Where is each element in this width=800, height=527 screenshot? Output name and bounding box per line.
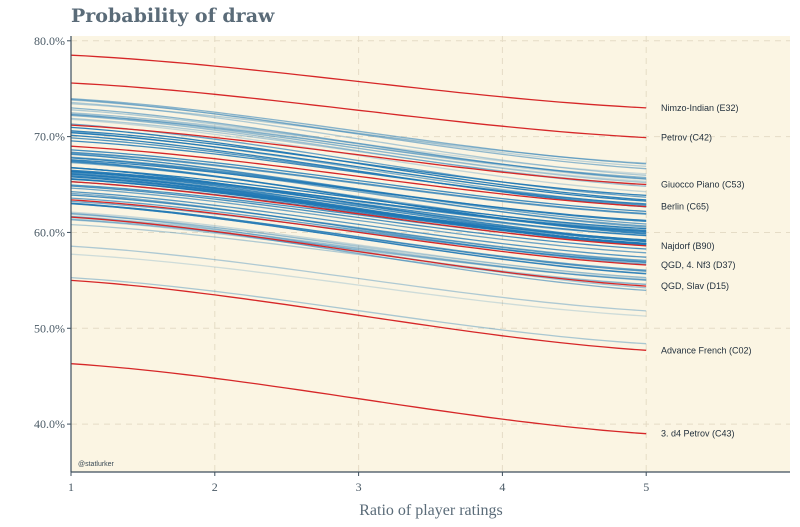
background-series-line — [70, 212, 647, 289]
chart-title: Probability of draw — [71, 5, 275, 27]
highlight-series-line — [70, 124, 647, 186]
series-label: Berlin (C65) — [661, 202, 709, 212]
highlight-series-line — [70, 145, 647, 208]
background-series-line — [70, 113, 647, 184]
background-series-line — [70, 215, 647, 281]
x-tick-label: 1 — [68, 480, 74, 494]
background-series-line — [70, 203, 647, 275]
background-series-line — [70, 167, 647, 230]
series-labels-group: Nimzo-Indian (E32) Petrov (C42) Giuocco Pi… — [661, 103, 752, 439]
series-label: QGD, Slav (D15) — [661, 281, 729, 291]
y-tick-label: 40.0% — [34, 417, 65, 431]
background-series-line — [70, 192, 647, 265]
background-series-line — [70, 166, 647, 242]
series-label: 3. d4 Petrov (C43) — [661, 429, 735, 439]
x-tick-label: 5 — [643, 480, 649, 494]
background-series-line — [70, 130, 647, 197]
background-series-line — [70, 197, 647, 264]
background-series-line — [70, 276, 647, 345]
series-label: Nimzo-Indian (E32) — [661, 103, 739, 113]
highlight-series-line — [70, 181, 647, 247]
series-label: Advance French (C02) — [661, 345, 752, 355]
x-axis-label: Ratio of player ratings — [359, 502, 503, 519]
y-tick-label: 60.0% — [34, 225, 65, 239]
series-label: Najdorf (B90) — [661, 241, 715, 251]
background-series-line — [70, 161, 647, 231]
background-series-line — [70, 137, 647, 207]
background-series-line — [70, 114, 647, 183]
series-label: Giuocco Piano (C53) — [661, 180, 745, 190]
background-series-line — [70, 156, 647, 223]
highlight-series-line — [70, 216, 647, 287]
background-series-line — [70, 123, 647, 198]
background-series-line — [70, 152, 647, 215]
highlight-series-line — [70, 54, 647, 109]
highlight-series-line — [70, 82, 647, 139]
background-series-line — [70, 253, 647, 317]
y-axis-ticks: 40.0% 50.0% 60.0% 70.0% 80.0% — [34, 34, 71, 431]
background-series-line — [70, 190, 647, 258]
plot-area — [71, 36, 790, 472]
x-tick-label: 4 — [499, 480, 505, 494]
x-tick-label: 3 — [356, 480, 362, 494]
highlight-series-line — [70, 279, 647, 351]
y-tick-label: 70.0% — [34, 130, 65, 144]
background-series-line — [70, 157, 647, 227]
background-series-line — [70, 170, 647, 243]
background-series-line — [70, 117, 647, 186]
background-series-line — [70, 149, 647, 213]
background-series-line — [70, 98, 647, 165]
background-series-line — [70, 194, 647, 262]
background-series-line — [70, 187, 647, 254]
background-series-line — [70, 99, 647, 167]
x-axis-ticks: 1 2 3 4 5 — [68, 472, 649, 494]
highlight-series-line — [70, 363, 647, 435]
credit-text: @statlurker — [78, 461, 115, 468]
background-series-line — [70, 213, 647, 279]
highlight-series-line — [70, 199, 647, 266]
background-series-line — [70, 178, 647, 245]
highlighted-series-group — [70, 54, 647, 435]
background-series-line — [70, 212, 647, 282]
background-series-line — [70, 174, 647, 237]
background-series-line — [70, 202, 647, 271]
background-series-line — [70, 245, 647, 312]
background-series-line — [70, 151, 647, 215]
background-series-line — [70, 98, 647, 170]
background-series-line — [70, 132, 647, 202]
series-label: Petrov (C42) — [661, 133, 712, 143]
background-series-line — [70, 185, 647, 250]
background-series-line — [70, 118, 647, 193]
y-tick-label: 80.0% — [34, 34, 65, 48]
background-series-line — [70, 218, 647, 281]
y-tick-label: 50.0% — [34, 321, 65, 335]
x-tick-label: 2 — [212, 480, 218, 494]
background-series-line — [70, 211, 647, 279]
background-series-line — [70, 107, 647, 180]
background-series-line — [70, 112, 647, 180]
series-label: QGD, 4. Nf3 (D37) — [661, 260, 736, 270]
background-series-line — [70, 101, 647, 177]
